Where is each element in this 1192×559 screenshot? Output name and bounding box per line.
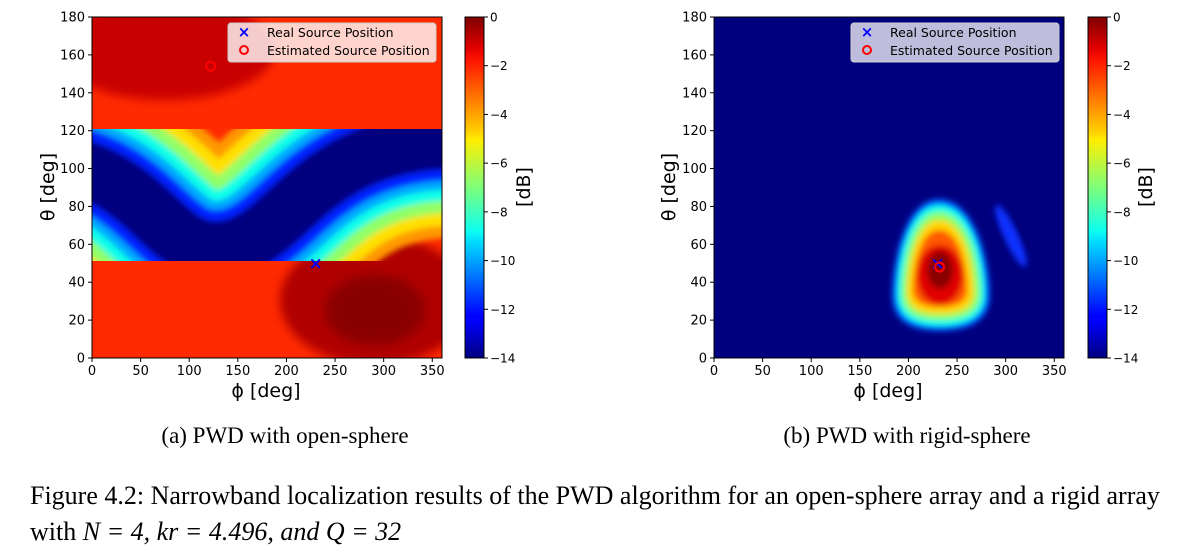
ticks-b: 0 50 100 150 200 250 300 350 0 20 40 60 80 100 120 140 1… xyxy=(682,11,1067,380)
ylabel-b: θ [deg] xyxy=(658,153,680,221)
colorbar-ticks-b: 0 −2 −4 −6 −8 −10 −12 −14 xyxy=(1107,11,1138,366)
caption-math: N = 4, kr = 4.496, and Q = 32 xyxy=(82,517,402,546)
colorbar-tick-label: −4 xyxy=(1113,108,1131,122)
colorbar-tick-label: −8 xyxy=(1113,205,1131,219)
xlabel-a: ϕ [deg] xyxy=(231,380,300,402)
x-tick-label: 350 xyxy=(420,364,445,379)
colorbar-tick-label: −6 xyxy=(1113,157,1131,171)
colorbar-tick-label: 0 xyxy=(490,11,498,25)
y-tick-label: 0 xyxy=(77,352,85,367)
x-tick-label: 100 xyxy=(177,364,202,379)
legend-label-estimated: Estimated Source Position xyxy=(890,43,1053,58)
x-tick-label: 250 xyxy=(323,364,348,379)
colorbar-tick-label: −10 xyxy=(1113,254,1138,268)
colorbar-label-b: [dB] xyxy=(1135,167,1157,207)
y-tick-label: 0 xyxy=(699,352,707,367)
x-tick-label: 50 xyxy=(754,364,771,379)
figure-panels: 0 50 100 150 200 250 300 3500204060801001201401… xyxy=(37,11,1157,449)
x-tick-label: 200 xyxy=(274,364,299,379)
real-source-marker: × xyxy=(308,254,322,274)
ylabel-a: θ [deg] xyxy=(37,153,59,221)
y-tick-label: 140 xyxy=(60,86,85,101)
y-tick-label: 120 xyxy=(682,124,707,139)
legend-a: × Real Source Position Estimated Source … xyxy=(227,22,437,63)
y-tick-label: 60 xyxy=(68,238,85,253)
y-tick-label: 20 xyxy=(690,314,707,329)
ticks-a: 0 50 100 150 200 250 300 350 0 20 40 60 80 100 120 140 1… xyxy=(60,11,445,380)
colorbar-tick-label: −12 xyxy=(490,303,515,317)
x-tick-label: 150 xyxy=(847,364,872,379)
colorbar-tick-label: −4 xyxy=(490,108,508,122)
colorbar-tick-label: −8 xyxy=(490,205,508,219)
estimated-source-marker xyxy=(205,60,217,72)
legend-label-estimated: Estimated Source Position xyxy=(267,43,430,58)
legend-cross-icon: × xyxy=(861,23,874,41)
y-tick-label: 180 xyxy=(682,11,707,26)
x-tick-label: 100 xyxy=(799,364,824,379)
heatmap-b xyxy=(714,17,1064,358)
x-tick-label: 250 xyxy=(945,364,970,379)
subcaption-b: (b) PWD with rigid-sphere xyxy=(783,423,1030,448)
axes-frame-b xyxy=(713,16,1065,359)
colorbar-a xyxy=(464,16,485,359)
x-tick-label: 150 xyxy=(225,364,250,379)
subcaption-a: (a) PWD with open-sphere xyxy=(161,423,408,448)
figure-caption: Figure 4.2: Narrowband localization resu… xyxy=(30,478,1180,550)
panel-b: 0 50 100 150 200 250 300 350 0 20 40 60 80 100 120 140 1… xyxy=(658,11,1157,449)
colorbar-tick-label: 0 xyxy=(1113,11,1121,25)
markers-b: × xyxy=(930,254,946,274)
colorbar-tick-label: −10 xyxy=(490,254,515,268)
axes-frame-a xyxy=(91,16,443,359)
x-tick-label: 300 xyxy=(993,364,1018,379)
y-tick-label: 100 xyxy=(60,162,85,177)
y-tick-label: 80 xyxy=(68,200,85,215)
x-tick-label: 300 xyxy=(371,364,396,379)
markers-a: × xyxy=(205,60,323,274)
legend-label-real: Real Source Position xyxy=(890,25,1017,40)
colorbar-tick-label: −2 xyxy=(1113,59,1131,73)
legend-circle-icon xyxy=(239,45,249,55)
x-tick-label: 0 xyxy=(88,364,96,379)
y-tick-label: 20 xyxy=(68,314,85,329)
y-tick-label: 100 xyxy=(682,162,707,177)
caption-text: Narrowband localization results of the P… xyxy=(30,481,1160,546)
colorbar-tick-label: −14 xyxy=(490,352,515,366)
caption-prefix: Figure 4.2: xyxy=(30,481,151,510)
y-tick-label: 40 xyxy=(690,276,707,291)
y-tick-label: 160 xyxy=(682,48,707,63)
panel-a: 0 50 100 150 200 250 300 350 0 20 40 60 80 100 120 140 1… xyxy=(37,11,535,449)
legend-b: × Real Source Position Estimated Source … xyxy=(850,22,1060,63)
colorbar-b xyxy=(1087,16,1108,359)
y-tick-label: 140 xyxy=(682,86,707,101)
colorbar-label-a: [dB] xyxy=(513,167,535,207)
estimated-source-marker xyxy=(934,261,946,273)
y-tick-label: 160 xyxy=(60,48,85,63)
legend-cross-icon: × xyxy=(238,23,251,41)
y-tick-label: 40 xyxy=(68,276,85,291)
legend-circle-icon xyxy=(862,45,872,55)
x-tick-label: 200 xyxy=(896,364,921,379)
y-tick-label: 80 xyxy=(690,200,707,215)
colorbar-tick-label: −12 xyxy=(1113,303,1138,317)
heatmap-a xyxy=(92,17,442,358)
y-tick-label: 180 xyxy=(60,11,85,26)
y-tick-label: 120 xyxy=(60,124,85,139)
x-tick-label: 50 xyxy=(132,364,149,379)
x-tick-label: 0 xyxy=(710,364,718,379)
x-tick-label: 350 xyxy=(1042,364,1067,379)
legend-label-real: Real Source Position xyxy=(267,25,394,40)
y-tick-label: 60 xyxy=(690,238,707,253)
colorbar-tick-label: −2 xyxy=(490,59,508,73)
colorbar-tick-label: −14 xyxy=(1113,352,1138,366)
colorbar-ticks-a: 0 −2 −4 −6 −8 −10 −12 −14 xyxy=(484,11,515,366)
xlabel-b: ϕ [deg] xyxy=(853,380,922,402)
colorbar-tick-label: −6 xyxy=(490,157,508,171)
